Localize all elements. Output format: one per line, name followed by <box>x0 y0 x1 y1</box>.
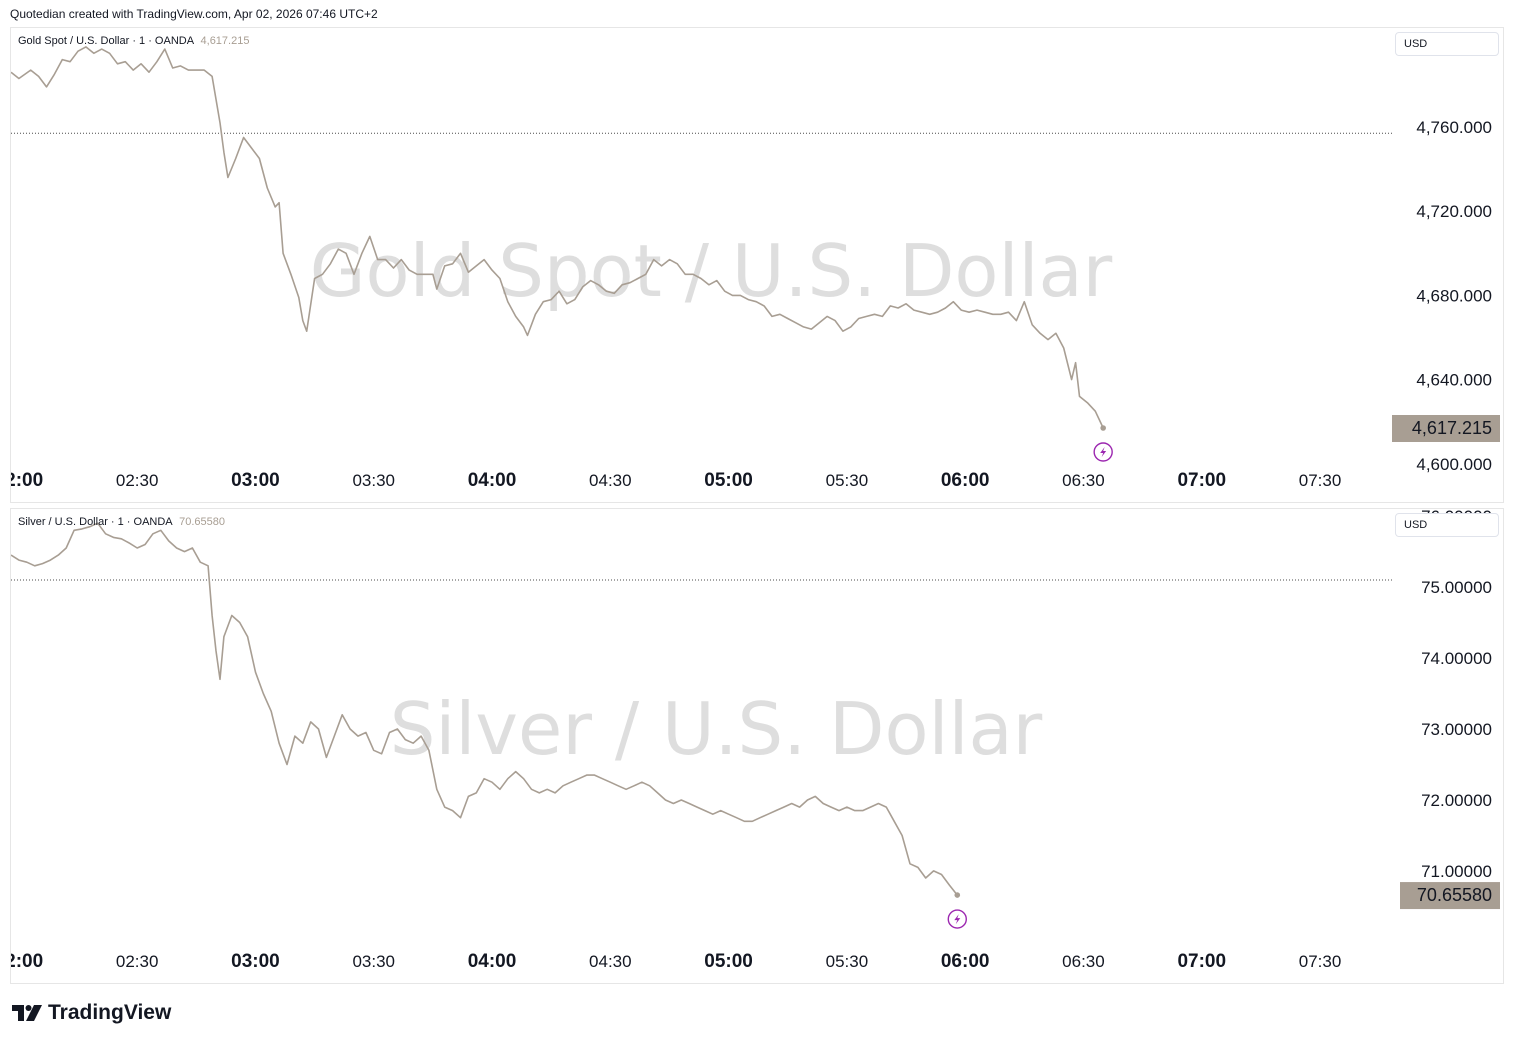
gold-y-tick-label: 4,760.000 <box>1416 118 1492 137</box>
gold-x-tick-label: 06:00 <box>941 470 990 491</box>
gold-chart-svg[interactable]: Gold Spot / U.S. Dollar4,800.0004,760.00… <box>11 28 1503 502</box>
silver-last-price-badge <box>1400 882 1500 910</box>
silver-watermark: Silver / U.S. Dollar <box>390 687 1043 771</box>
gold-x-tick-label: 04:00 <box>468 470 517 491</box>
silver-legend-price: 70.65580 <box>179 516 225 528</box>
gold-y-tick-label: 4,640.000 <box>1416 371 1492 390</box>
silver-last-point <box>954 892 961 898</box>
gold-y-tick-label: 4,600.000 <box>1416 455 1492 474</box>
silver-x-tick-label: 03:00 <box>231 951 280 972</box>
gold-y-tick-label: 4,680.000 <box>1416 286 1492 305</box>
silver-chart-pane[interactable]: Silver / U.S. Dollar76.0000075.0000074.0… <box>10 508 1504 984</box>
gold-watermark: Gold Spot / U.S. Dollar <box>310 229 1113 313</box>
silver-legend-symbol: Silver / U.S. Dollar · 1 · OANDA <box>18 516 173 528</box>
chart-attribution: Quotedian created with TradingView.com, … <box>10 7 378 21</box>
lightning-bolt-icon <box>1093 442 1113 462</box>
gold-x-tick-label: 07:00 <box>1177 470 1226 491</box>
gold-currency-selector[interactable]: USD <box>1395 32 1499 56</box>
gold-last-price-label: 4,617.215 <box>1412 418 1492 438</box>
silver-y-tick-label: 74.00000 <box>1421 649 1492 668</box>
gold-legend[interactable]: Gold Spot / U.S. Dollar · 1 · OANDA 4,61… <box>18 35 249 47</box>
gold-price-line <box>11 46 1104 429</box>
silver-x-tick-label: 06:30 <box>1062 952 1105 971</box>
gold-legend-symbol: Gold Spot / U.S. Dollar · 1 · OANDA <box>18 35 194 47</box>
silver-x-tick-label: 04:30 <box>589 952 632 971</box>
silver-x-tick-label: 05:00 <box>704 951 753 972</box>
tradingview-logo-icon <box>12 1005 42 1021</box>
silver-x-tick-label: 06:00 <box>941 951 990 972</box>
gold-x-tick-label: 07:30 <box>1299 471 1342 490</box>
silver-y-tick-label: 72.00000 <box>1421 791 1492 810</box>
tradingview-brand-text: TradingView <box>48 1001 172 1024</box>
gold-x-tick-label: 02:00 <box>11 470 43 491</box>
silver-x-tick-label: 04:00 <box>468 951 517 972</box>
silver-last-price-label: 70.65580 <box>1417 885 1492 905</box>
gold-x-tick-label: 03:00 <box>231 470 280 491</box>
silver-x-tick-label: 02:30 <box>116 952 159 971</box>
gold-last-price-badge <box>1392 415 1500 442</box>
silver-x-tick-label: 05:30 <box>826 952 869 971</box>
gold-x-tick-label: 05:00 <box>704 470 753 491</box>
silver-legend[interactable]: Silver / U.S. Dollar · 1 · OANDA 70.6558… <box>18 516 225 528</box>
silver-y-tick-label: 71.00000 <box>1421 862 1492 881</box>
gold-x-tick-label: 04:30 <box>589 471 632 490</box>
silver-y-tick-label: 73.00000 <box>1421 720 1492 739</box>
gold-x-tick-label: 02:30 <box>116 471 159 490</box>
lightning-bolt-icon <box>947 909 967 929</box>
silver-y-tick-label: 75.00000 <box>1421 578 1492 597</box>
gold-y-tick-label: 4,720.000 <box>1416 202 1492 221</box>
gold-x-tick-label: 06:30 <box>1062 471 1105 490</box>
silver-chart-svg[interactable]: Silver / U.S. Dollar76.0000075.0000074.0… <box>11 509 1503 983</box>
gold-x-tick-label: 03:30 <box>352 471 395 490</box>
gold-chart-pane[interactable]: Gold Spot / U.S. Dollar4,800.0004,760.00… <box>10 27 1504 503</box>
silver-x-tick-label: 07:00 <box>1177 951 1226 972</box>
gold-x-tick-label: 05:30 <box>826 471 869 490</box>
gold-last-point <box>1100 425 1106 431</box>
silver-x-tick-label: 02:00 <box>11 951 43 972</box>
silver-price-line <box>11 522 958 896</box>
silver-x-tick-label: 03:30 <box>352 952 395 971</box>
gold-legend-price: 4,617.215 <box>200 35 250 47</box>
silver-x-tick-label: 07:30 <box>1299 952 1342 971</box>
tradingview-logo[interactable]: TradingView <box>12 1001 171 1025</box>
silver-currency-selector[interactable]: USD <box>1395 513 1499 537</box>
